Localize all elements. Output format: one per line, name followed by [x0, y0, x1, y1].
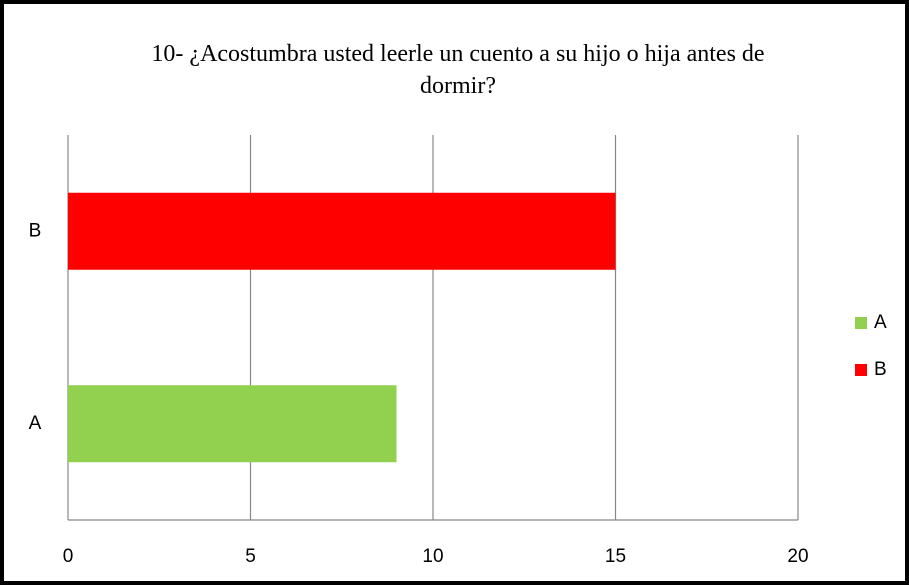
legend-label: B	[874, 359, 887, 380]
legend-label: A	[874, 312, 887, 333]
x-tick-label: 5	[245, 546, 256, 567]
x-tick-label: 0	[63, 546, 74, 567]
chart-title: 10- ¿Acostumbra usted leerle un cuento a…	[151, 41, 765, 99]
legend-swatch	[855, 364, 867, 376]
bar	[68, 385, 397, 463]
x-tick-label: 10	[422, 546, 443, 567]
x-tick-label: 20	[787, 546, 808, 567]
y-tick-label: A	[29, 413, 42, 434]
y-tick-label: B	[29, 220, 42, 241]
bar	[68, 192, 616, 270]
legend-swatch	[855, 317, 867, 329]
x-tick-label: 15	[605, 546, 626, 567]
